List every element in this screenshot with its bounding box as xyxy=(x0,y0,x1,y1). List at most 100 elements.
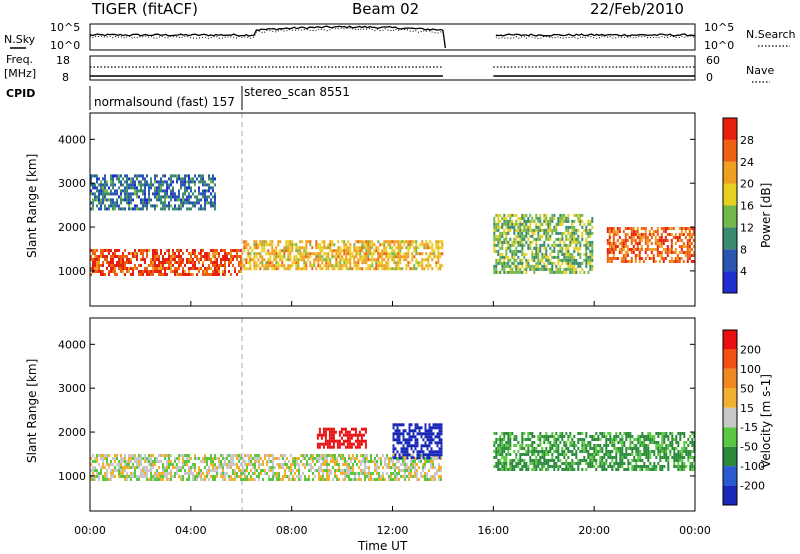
power-pixels-cell xyxy=(680,251,683,254)
power-pixels-cell xyxy=(126,267,128,270)
vel-pixels-cell xyxy=(529,462,532,465)
vel-pixels-cell xyxy=(282,466,284,469)
vel-pixels-cell xyxy=(551,432,554,435)
vel-pixels-cell xyxy=(416,463,418,466)
vel-pixels-cell xyxy=(436,457,438,460)
vel-pixels-cell xyxy=(398,456,401,460)
power-pixels-cell xyxy=(397,255,400,259)
vel-pixels-cell xyxy=(683,441,686,444)
power-pixels-cell xyxy=(648,233,651,236)
power-pixels-cell xyxy=(636,236,639,239)
power-pixels-cell xyxy=(180,183,182,187)
power-pixels-cell xyxy=(190,252,192,255)
vel-pixels-cell xyxy=(398,469,400,472)
power-pixels-cell xyxy=(190,195,192,199)
vel-pixels-cell xyxy=(515,456,518,459)
power-pixels-cell xyxy=(433,249,436,253)
vel-pixels-cell xyxy=(643,453,646,456)
power-pixels-cell xyxy=(391,258,394,262)
vel-pixels-cell xyxy=(210,475,212,478)
power-pixels-cell xyxy=(130,177,132,181)
vel-pixels-cell xyxy=(501,447,504,450)
vel-pixels-cell xyxy=(679,450,682,453)
vel-pixels-cell xyxy=(390,460,392,463)
power-pixels-cell xyxy=(116,192,118,196)
power-pixels-cell xyxy=(345,252,348,256)
power-pixels-cell xyxy=(493,219,496,223)
vel-pixels-cell xyxy=(350,460,352,463)
power-pixels-cell xyxy=(634,233,637,236)
power-pixels-cell xyxy=(283,249,286,253)
vel-pixels-cell xyxy=(613,447,616,450)
vel-pixels-cell xyxy=(420,447,423,451)
vel-pixels-cell xyxy=(378,478,380,481)
vel-pixels-cell xyxy=(172,466,174,469)
power-pixels-cell xyxy=(684,251,687,254)
power-pixels-cell xyxy=(676,239,679,242)
vel-pixels-cell xyxy=(374,460,376,463)
power-pixels-cell xyxy=(176,207,178,211)
vel-pixels-cell xyxy=(310,457,312,460)
nsky-label: N.Sky xyxy=(4,33,36,46)
vel-pixels-cell xyxy=(232,457,234,460)
vel-pixels-cell xyxy=(633,459,636,462)
power-pixels-cell xyxy=(249,261,252,265)
power-pixels-cell xyxy=(381,243,384,247)
power-pixels-cell xyxy=(345,261,348,265)
power-pixels-cell xyxy=(561,231,564,235)
vel-pixels-cell xyxy=(298,478,300,481)
vel-pixels-cell xyxy=(438,450,441,454)
power-pixels-cell xyxy=(150,198,152,202)
velocity-colorbar-tick: -200 xyxy=(740,480,765,493)
power-pixels-cell xyxy=(208,174,210,178)
vel-pixels-cell xyxy=(150,457,152,460)
power-pixels-cell xyxy=(124,273,126,276)
vel-pixels-cell xyxy=(358,442,361,446)
vel-pixels-cell xyxy=(362,454,364,457)
vel-pixels-cell xyxy=(418,453,421,457)
vel-pixels-cell xyxy=(140,457,142,460)
power-pixels-cell xyxy=(347,249,350,253)
power-pixels-cell xyxy=(658,239,661,242)
vel-pixels-cell xyxy=(304,454,306,457)
vel-pixels-cell xyxy=(180,454,182,457)
power-pixels-cell xyxy=(501,240,504,244)
vel-pixels-cell xyxy=(436,426,439,430)
vel-pixels-cell xyxy=(613,465,616,468)
power-pixels-cell xyxy=(557,252,560,256)
power-pixels-cell xyxy=(172,189,174,193)
power-pixels-cell xyxy=(543,240,546,244)
vel-pixels-cell xyxy=(430,441,433,445)
vel-pixels-cell xyxy=(667,435,670,438)
vel-pixels-cell xyxy=(416,453,419,457)
vel-pixels-cell xyxy=(398,435,401,439)
power-pixels-cell xyxy=(289,255,292,259)
power-pixels-cell xyxy=(285,258,288,262)
power-pixels-cell xyxy=(112,192,114,196)
power-pixels-cell xyxy=(672,236,675,239)
power-pixels-cell xyxy=(349,255,352,259)
vel-pixels-cell xyxy=(509,432,512,435)
vel-pixels-cell xyxy=(244,460,246,463)
vel-pixels-cell xyxy=(571,444,574,447)
power-pixels-cell xyxy=(377,261,380,265)
vel-pixels-cell xyxy=(609,456,612,459)
power-pixels-cell xyxy=(305,240,308,244)
vel-pixels-cell xyxy=(360,439,363,443)
vel-pixels-cell xyxy=(224,478,226,481)
power-pixels-cell xyxy=(190,186,192,190)
power-pixels-cell xyxy=(194,252,196,255)
power-pixels-cell xyxy=(323,264,326,268)
power-pixels-cell xyxy=(110,258,112,261)
vel-pixels-cell xyxy=(416,472,418,475)
power-pixels-cell xyxy=(585,237,588,241)
power-pixels-cell xyxy=(626,233,629,236)
vel-pixels-cell xyxy=(667,438,670,441)
vel-pixels-cell xyxy=(150,460,152,463)
vel-pixels-cell xyxy=(677,462,680,465)
power-pixels-cell xyxy=(295,264,298,268)
vel-pixels-cell xyxy=(597,453,600,456)
vel-pixels-cell xyxy=(128,475,130,478)
vel-pixels-cell xyxy=(364,460,366,463)
vel-pixels-cell xyxy=(593,438,596,441)
